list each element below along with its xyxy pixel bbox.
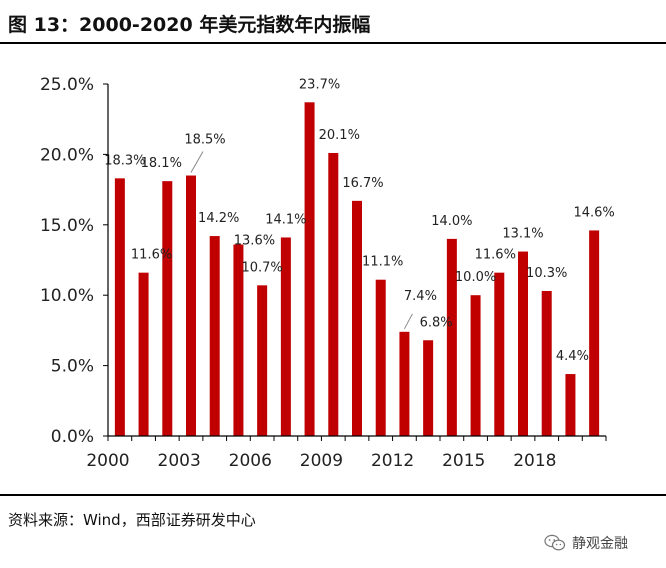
bar-2014 <box>446 238 457 436</box>
bar-2013 <box>423 340 434 436</box>
x-tick-label: 2009 <box>300 451 343 471</box>
top-rule <box>0 42 666 44</box>
bar-2007 <box>280 237 291 436</box>
bar-2004 <box>209 236 220 436</box>
bar-2009 <box>328 152 339 437</box>
data-label-2008: 23.7% <box>299 77 340 92</box>
label-leaders-group <box>190 151 413 330</box>
x-tick-label: 2018 <box>513 451 556 471</box>
bars-group <box>114 102 600 437</box>
axes-group <box>103 83 607 441</box>
source-note: 资料来源：Wind，西部证券研发中心 <box>8 511 256 529</box>
y-tick-label: 15.0% <box>40 216 94 236</box>
data-label-2018: 10.3% <box>526 266 567 281</box>
data-label-2001: 11.6% <box>131 248 172 263</box>
y-tick-label: 10.0% <box>40 286 94 306</box>
bar-2020 <box>589 230 600 436</box>
bar-2000 <box>114 178 125 436</box>
y-tick-label: 5.0% <box>51 357 94 377</box>
x-tick-labels-group: 2000 2003 2006 2009 2012 2015 2018 <box>86 451 556 471</box>
data-label-2005: 13.6% <box>234 234 275 249</box>
data-labels-group: 18.3% 11.6% 18.1%18.5% 14.2% 13.6% 10.7% 14.1%… <box>104 77 615 364</box>
x-tick-label: 2012 <box>371 451 414 471</box>
bar-2010 <box>352 200 362 436</box>
data-label-2003: 18.5% <box>184 133 225 148</box>
bar-2018 <box>541 290 552 436</box>
data-label-2011: 11.1% <box>362 255 403 270</box>
data-label-2015: 10.0% <box>455 270 496 285</box>
data-label-2000: 18.3% <box>104 153 145 168</box>
y-tick-label: 20.0% <box>40 145 94 165</box>
data-label-2014: 14.0% <box>431 214 472 229</box>
x-tick-label: 2000 <box>86 451 129 471</box>
leader-line-2003 <box>190 151 204 173</box>
x-tick-label: 2006 <box>229 451 272 471</box>
figure-title: 图 13：2000-2020 年美元指数年内振幅 <box>8 14 371 36</box>
x-tick-label: 2015 <box>442 451 485 471</box>
data-label-2017: 13.1% <box>502 227 543 242</box>
bar-2012 <box>399 331 410 436</box>
bar-2019 <box>565 374 576 436</box>
y-tick-labels-group: 0.0% 5.0% 10.0% 15.0% 20.0% 25.0% <box>40 75 94 447</box>
x-tick-label: 2003 <box>158 451 201 471</box>
watermark: 静观金融 <box>544 533 628 553</box>
bottom-rule <box>0 494 666 496</box>
y-tick-label: 0.0% <box>51 427 94 447</box>
bar-2011 <box>375 279 386 436</box>
bar-2008 <box>304 102 315 437</box>
data-label-2004: 14.2% <box>198 211 239 226</box>
data-label-2013: 6.8% <box>420 315 453 330</box>
bar-2005 <box>233 244 244 436</box>
leader-line-2012 <box>403 313 413 330</box>
data-label-2009: 20.1% <box>319 128 360 143</box>
data-label-2020: 14.6% <box>573 205 614 220</box>
data-label-2007: 14.1% <box>265 212 306 227</box>
bar-2001 <box>138 272 149 436</box>
data-label-2019: 4.4% <box>556 349 589 364</box>
data-label-2010: 16.7% <box>342 176 383 191</box>
y-tick-label: 25.0% <box>40 75 94 95</box>
bar-2003 <box>186 175 196 436</box>
bar-2015 <box>470 295 481 436</box>
bar-2017 <box>518 251 528 436</box>
data-label-2006: 10.7% <box>241 260 282 275</box>
data-label-2002: 18.1% <box>141 156 182 171</box>
bar-2016 <box>494 272 505 436</box>
data-label-2016: 11.6% <box>475 248 516 263</box>
bar-2006 <box>257 285 268 436</box>
bar-2002 <box>162 181 173 436</box>
wechat-icon <box>544 534 566 551</box>
bar-chart: 18.3% 11.6% 18.1%18.5% 14.2% 13.6% 10.7% 14.1%… <box>40 75 615 471</box>
watermark-text: 静观金融 <box>572 536 628 552</box>
data-label-2012: 7.4% <box>404 289 437 304</box>
